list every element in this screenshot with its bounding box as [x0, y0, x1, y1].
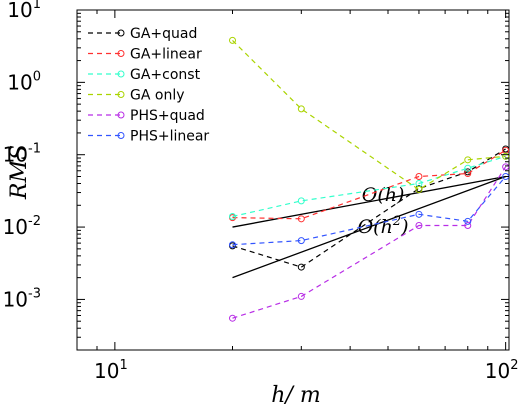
- data-point: [229, 36, 237, 44]
- series-line: [232, 166, 507, 319]
- y-axis-label: RMS: [7, 145, 32, 200]
- series-line: [232, 176, 507, 246]
- x-tick-label: 102: [485, 358, 519, 383]
- data-point: [502, 163, 510, 171]
- data-point: [297, 197, 305, 205]
- data-point: [297, 263, 305, 271]
- series-layer: [229, 36, 510, 322]
- plot-area: [76, 9, 510, 351]
- legend-marker: [117, 50, 125, 57]
- data-point: [415, 172, 423, 180]
- legend-marker: [117, 70, 125, 78]
- legend-marker: [117, 91, 125, 98]
- series-line: [232, 149, 506, 220]
- legend-label: PHS+linear: [130, 129, 209, 145]
- series-line: [232, 155, 506, 218]
- y-tick-label: 101: [7, 0, 41, 22]
- data-point: [502, 152, 510, 160]
- data-point: [297, 237, 305, 245]
- reference-line-label: O(h): [362, 184, 405, 206]
- legend-label: GA only: [130, 88, 185, 104]
- data-point: [464, 169, 472, 177]
- data-point: [415, 222, 423, 230]
- legend-marker: [117, 132, 125, 139]
- y-tick-label: 10-1: [3, 142, 41, 167]
- series-line: [232, 39, 506, 191]
- data-point: [464, 164, 472, 172]
- data-point: [297, 215, 305, 223]
- reference-line: [232, 175, 506, 279]
- data-point: [229, 212, 237, 220]
- data-point: [297, 292, 305, 300]
- legend-label: GA+const: [130, 67, 201, 83]
- legend: GA+quad GA+linear GA+const GA only PHS+quad P…: [88, 26, 209, 145]
- data-point: [464, 156, 472, 164]
- data-point: [415, 210, 423, 218]
- data-point: [464, 217, 472, 225]
- data-point: [297, 105, 305, 113]
- legend-label: GA+quad: [130, 26, 197, 42]
- data-point: [464, 222, 472, 230]
- reference-line-label: O(h2): [358, 214, 409, 238]
- legend-label: PHS+quad: [130, 108, 205, 124]
- ticks-layer: 101 102 101 100 10-1 10-2 10-3: [3, 0, 519, 383]
- y-tick-label: 10-3: [3, 286, 41, 311]
- data-point: [415, 186, 423, 194]
- data-point: [229, 241, 237, 249]
- legend-marker: [117, 29, 125, 37]
- legend-marker: [117, 111, 125, 119]
- x-axis-label: h/ m: [271, 383, 320, 408]
- y-tick-label: 100: [7, 69, 41, 94]
- y-tick-label: 10-2: [3, 214, 41, 239]
- data-point: [229, 314, 237, 322]
- legend-label: GA+linear: [130, 47, 202, 63]
- x-tick-label: 101: [94, 358, 128, 383]
